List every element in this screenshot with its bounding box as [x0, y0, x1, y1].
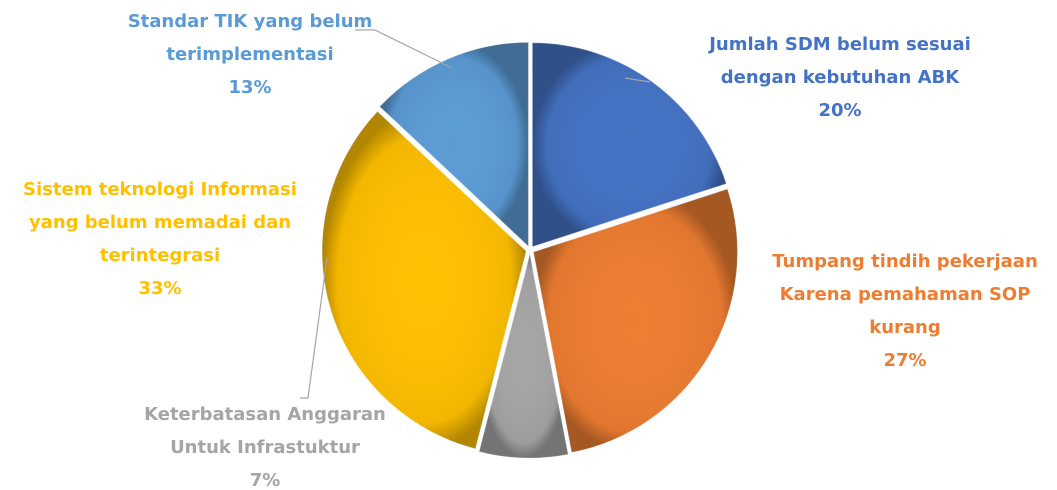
leader-line [300, 257, 328, 399]
leader-line [355, 29, 453, 69]
slice-shade [532, 42, 727, 247]
slice-label: terimplementasi [166, 44, 333, 65]
value-label: 27% [883, 350, 926, 371]
slice-label: Sistem teknologi Informasi [23, 179, 297, 200]
pie [321, 41, 738, 459]
slice-label: Jumlah SDM belum sesuai [707, 34, 971, 55]
value-label: 20% [818, 100, 861, 121]
slice-label: Untuk Infrastuktur [170, 437, 360, 458]
value-label: 33% [138, 278, 181, 299]
slice-shade [379, 42, 529, 247]
value-label: 13% [228, 77, 271, 98]
slice-label: Tumpang tindih pekerjaan [772, 251, 1038, 272]
leader-line [624, 77, 651, 83]
slice-shade [322, 111, 527, 449]
slice-shade [479, 253, 569, 458]
value-label: 7% [250, 470, 281, 490]
slice-label: Standar TIK yang belum [128, 11, 373, 32]
slice-label: Keterbatasan Anggaran [144, 404, 386, 425]
labels: Jumlah SDM belum sesuai dengan kebutuhan … [23, 11, 1038, 490]
slice-label: dengan kebutuhan ABK [721, 67, 961, 88]
slice-label: Karena pemahaman SOP [780, 284, 1031, 305]
slice-label: yang belum memadai dan [29, 212, 291, 233]
slice-shade [533, 188, 738, 453]
slice-label: terintegrasi [100, 245, 220, 266]
slice-label: kurang [869, 317, 941, 338]
